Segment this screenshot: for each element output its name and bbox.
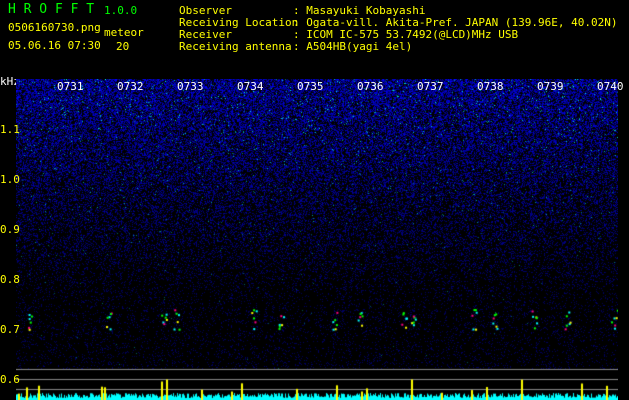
time-tick-label: 0732 bbox=[117, 80, 144, 93]
info-label: Observer bbox=[179, 4, 232, 17]
meteor-count: 20 bbox=[116, 40, 130, 53]
info-label: Receiving Location bbox=[179, 16, 299, 29]
y-tick-label: 0.9 bbox=[0, 223, 20, 236]
time-tick-label: 0740 bbox=[597, 80, 624, 93]
time-tick-label: 0731 bbox=[57, 80, 84, 93]
time-tick-label: 0735 bbox=[297, 80, 324, 93]
time-tick-label: 0739 bbox=[537, 80, 564, 93]
info-value: : A504HB(yagi 4el) bbox=[293, 40, 413, 53]
info-value: : Masayuki Kobayashi bbox=[293, 4, 426, 17]
y-tick-label: 0.6 bbox=[0, 373, 20, 386]
unit-label: kHz bbox=[0, 75, 20, 88]
time-tick-label: 0738 bbox=[477, 80, 504, 93]
time-tick-label: 0736 bbox=[357, 80, 384, 93]
info-value: : ICOM IC-575 53.7492(@LCD)MHz USB bbox=[293, 28, 519, 41]
meteor-label: meteor bbox=[104, 26, 144, 39]
file-datetime: 05.06.16 07:30 bbox=[8, 39, 101, 52]
app-version: 1.0.0 bbox=[104, 4, 138, 17]
y-tick-label: 0.7 bbox=[0, 323, 20, 336]
info-value: : Ogata-vill. Akita-Pref. JAPAN (139.96E… bbox=[293, 16, 618, 29]
info-label: Receiver bbox=[179, 28, 232, 41]
app-title: H R O F F T bbox=[8, 2, 95, 17]
y-tick-label: 1.1 bbox=[0, 123, 20, 136]
info-label: Receiving antenna bbox=[179, 40, 292, 53]
y-tick-label: 1.0 bbox=[0, 173, 20, 186]
time-tick-label: 0737 bbox=[417, 80, 444, 93]
y-tick-label: 0.8 bbox=[0, 273, 20, 286]
spectrogram bbox=[16, 79, 618, 400]
file-name: 0506160730.png bbox=[8, 21, 101, 34]
time-tick-label: 0733 bbox=[177, 80, 204, 93]
time-tick-label: 0734 bbox=[237, 80, 264, 93]
